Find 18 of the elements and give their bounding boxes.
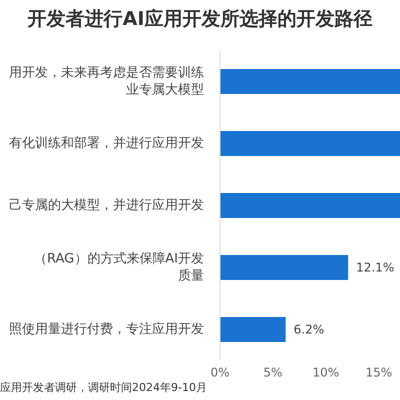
- x-tick-label: 10%: [312, 366, 340, 380]
- y-tick-label: 有化训练和部署，并进行应用开发: [9, 134, 204, 150]
- y-tick-label: 照使用量进行付费，专注应用开发: [9, 320, 204, 336]
- data-label: 6.2%: [294, 322, 324, 336]
- bar: [220, 255, 348, 280]
- x-tick-label: 15%: [365, 366, 392, 380]
- y-tick-label: 用开发，未来再考虑是否需要训练业专属大模型: [9, 65, 204, 97]
- data-label: 12.1%: [356, 260, 394, 274]
- text: 应用开发者调研，调研时间2024年9-10月: [0, 380, 207, 395]
- chart-title: 开发者进行AI应用开发所选择的开发路径: [26, 7, 374, 32]
- y-tick-label: 己专属的大模型，并进行应用开发: [9, 196, 204, 212]
- x-tick-label: 5%: [263, 366, 282, 380]
- bar: [220, 131, 400, 156]
- bar: [220, 317, 286, 342]
- bar: [220, 193, 400, 218]
- bar: [220, 69, 400, 94]
- x-tick-label: 0%: [210, 366, 230, 380]
- y-tick-label: （RAG）的方式来保障AI开发质量: [34, 250, 204, 283]
